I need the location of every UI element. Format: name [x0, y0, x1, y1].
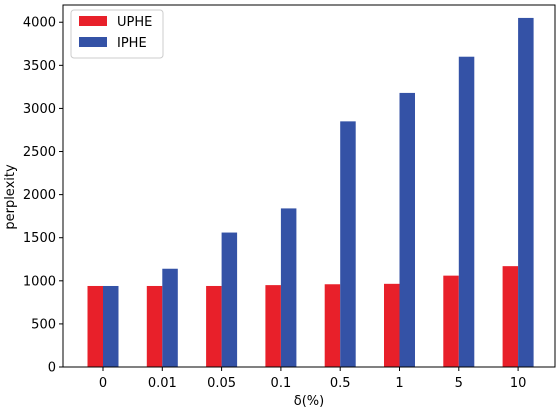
bar-iphe-5	[399, 92, 415, 368]
x-axis-label: δ(%)	[294, 394, 324, 409]
bars-layer	[87, 17, 534, 368]
legend-swatch-iphe	[79, 37, 107, 47]
y-tick-label: 4000	[23, 16, 56, 31]
legend-label-uphe: UPHE	[117, 15, 152, 30]
x-tick-label: 0.1	[271, 376, 292, 391]
bar-iphe-6	[458, 56, 475, 367]
y-tick-label: 2000	[23, 188, 56, 203]
bar-iphe-2	[221, 232, 238, 367]
y-axis-label: perplexity	[3, 164, 18, 230]
bar-iphe-7	[518, 17, 534, 368]
bar-uphe-2	[206, 285, 222, 367]
bar-iphe-3	[280, 208, 297, 367]
bar-uphe-6	[443, 275, 459, 367]
y-tick-label: 3500	[23, 59, 56, 74]
plot-frame	[62, 4, 556, 368]
x-tick-label: 0.05	[207, 376, 236, 391]
y-tick-label: 3000	[23, 102, 56, 117]
bar-uphe-1	[146, 285, 163, 367]
bar-uphe-4	[324, 284, 341, 367]
legend-swatch-uphe	[79, 16, 107, 26]
x-tick-label: 0	[99, 376, 107, 391]
y-tick-label: 1500	[23, 231, 56, 246]
axes-layer: 0 500 1000 1500 2000 2500 3000 3500 4000 0 0.01 0.0…	[23, 4, 556, 391]
bar-uphe-3	[265, 285, 281, 367]
y-tick-label: 1000	[23, 274, 56, 289]
y-tick-label: 2500	[23, 145, 56, 160]
bar-iphe-4	[340, 121, 356, 367]
x-tick-label: 0.01	[148, 376, 177, 391]
x-tick-label: 5	[455, 376, 463, 391]
bar-uphe-0	[87, 285, 103, 367]
x-tick-label: 0.5	[330, 376, 351, 391]
bar-iphe-1	[162, 268, 178, 367]
bar-iphe-0	[103, 285, 119, 367]
x-tick-label: 1	[395, 376, 403, 391]
legend-label-iphe: IPHE	[117, 36, 147, 51]
x-tick-label: 10	[510, 376, 527, 391]
bar-uphe-5	[384, 283, 400, 367]
y-tick-label: 500	[31, 317, 56, 332]
bar-uphe-7	[502, 266, 519, 367]
legend: UPHE IPHE	[70, 9, 164, 59]
y-tick-label: 0	[48, 361, 56, 376]
